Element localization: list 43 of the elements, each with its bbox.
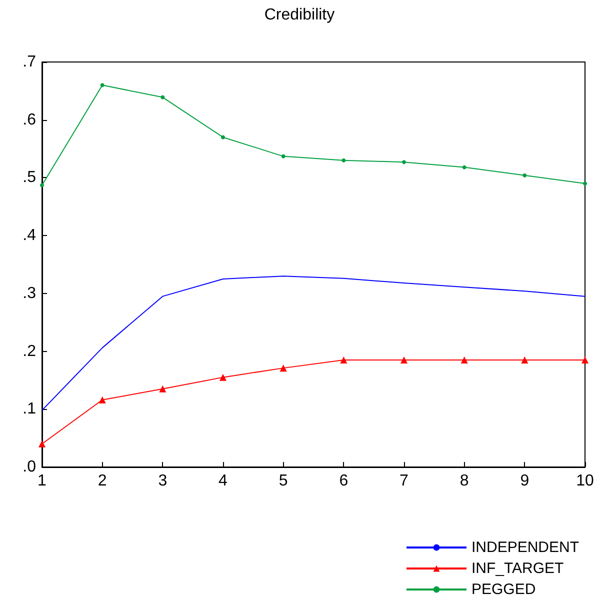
point	[40, 183, 44, 188]
x-tick-label: 7	[400, 472, 409, 490]
y-tick-label: .1	[22, 400, 36, 418]
x-tick-label: 6	[339, 472, 348, 490]
chart-title: Credibility	[264, 6, 335, 24]
point	[280, 364, 287, 372]
point	[402, 160, 406, 164]
x-tick-label: 4	[218, 472, 228, 490]
point	[160, 95, 165, 100]
x-tick-label: 3	[158, 472, 168, 490]
point	[221, 135, 225, 140]
point	[462, 165, 466, 170]
point	[521, 356, 528, 364]
point	[281, 154, 286, 158]
point	[98, 396, 106, 404]
point	[100, 83, 104, 88]
y-tick-label: .5	[22, 169, 36, 186]
y-tick-label: .3	[22, 284, 36, 302]
y-tick-label: .0	[22, 458, 36, 476]
legend-label: INF_TARGET	[471, 560, 564, 577]
x-tick-label: 8	[460, 472, 469, 490]
point	[340, 356, 348, 364]
y-tick-label: .6	[22, 111, 36, 128]
x-tick-label: 9	[520, 472, 530, 490]
x-tick-label: 5	[278, 472, 288, 490]
point	[38, 440, 46, 448]
legend-label: PEGGED	[471, 581, 536, 598]
y-tick-label: .4	[22, 227, 36, 244]
point	[582, 356, 588, 364]
point	[159, 385, 166, 392]
point	[220, 374, 226, 381]
y-tick-label: .7	[22, 54, 36, 70]
legend-label: INDEPENDENT	[471, 539, 580, 556]
y-tick-label: .2	[22, 342, 36, 360]
x-tick-label: 2	[98, 472, 107, 490]
x-tick-label: 1	[38, 472, 47, 490]
x-tick-label: 10	[576, 472, 594, 490]
point	[342, 158, 346, 162]
point	[583, 182, 587, 186]
point	[460, 356, 468, 364]
line-series	[42, 276, 586, 411]
point	[522, 173, 527, 178]
point	[400, 356, 408, 364]
